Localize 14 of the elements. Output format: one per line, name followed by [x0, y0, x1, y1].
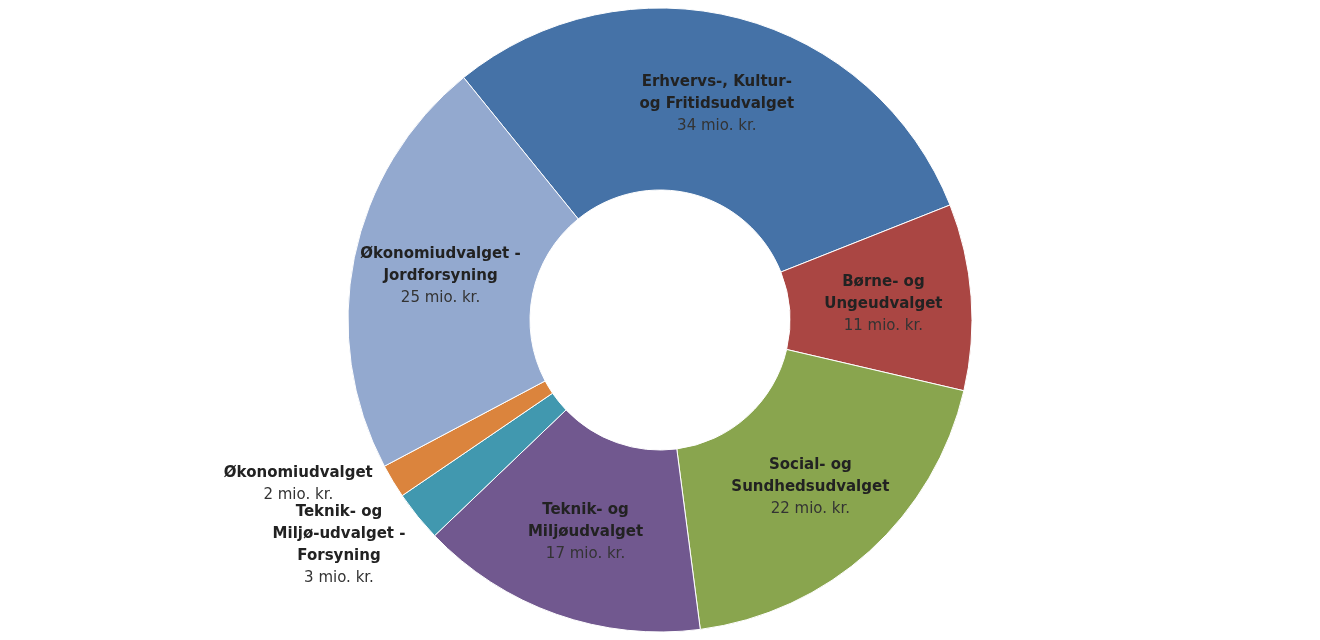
slice-label: Social- og Sundhedsudvalget [731, 455, 890, 496]
data-label: 3 mio. kr. [304, 568, 374, 587]
data-label: 34 mio. kr. [677, 116, 757, 135]
data-label: 22 mio. kr. [770, 499, 851, 518]
data-label: 17 mio. kr. [545, 544, 626, 563]
slice-label: Erhvervs-, Kultur- og Fritidsudvalget [639, 72, 795, 113]
data-label: 11 mio. kr. [843, 316, 924, 335]
slice-label: Børne- og Ungeudvalget [824, 272, 943, 313]
data-label: 2 mio. kr. [263, 485, 334, 504]
slice-label: Teknik- og Miljø-udvalget - Forsyning [272, 502, 406, 565]
slice-label: Teknik- og Miljøudvalget [527, 500, 644, 541]
data-label: 25 mio. kr. [400, 288, 481, 307]
slice-label: Økonomiudvalget - Jordforsyning [360, 244, 521, 285]
slice-label: Økonomiudvalget [223, 463, 373, 482]
